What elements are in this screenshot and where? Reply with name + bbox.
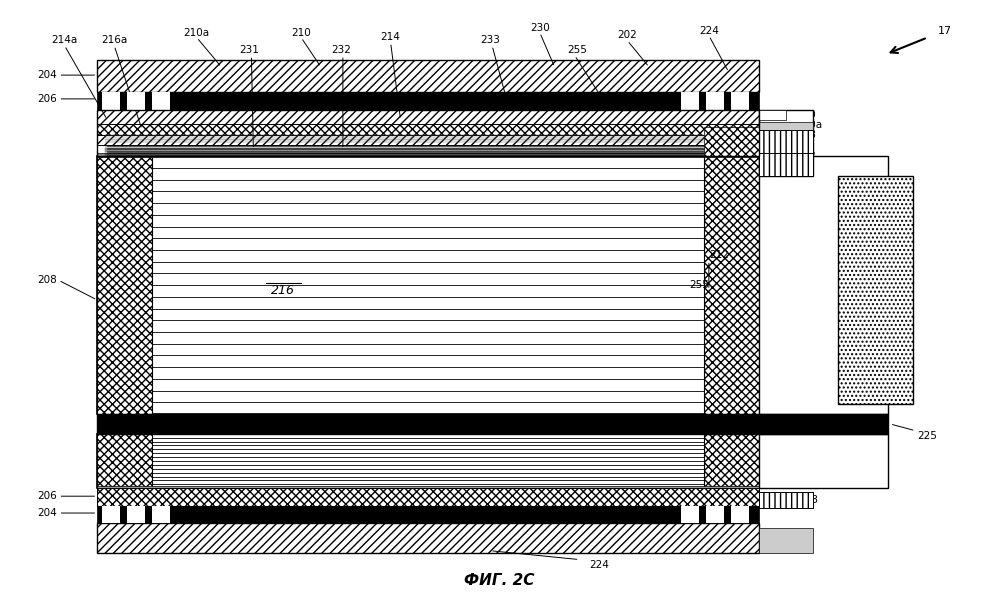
Bar <box>127 506 145 523</box>
Text: 216: 216 <box>272 283 296 297</box>
Bar <box>730 506 748 523</box>
Text: 231: 231 <box>240 45 260 55</box>
Bar <box>704 127 758 156</box>
Bar <box>97 110 758 124</box>
Bar <box>758 492 813 508</box>
Text: 218: 218 <box>798 495 818 505</box>
Bar <box>97 124 758 134</box>
Text: 232: 232 <box>331 45 351 55</box>
Text: 204: 204 <box>38 70 58 80</box>
Text: 220: 220 <box>796 110 816 120</box>
Bar <box>97 156 758 414</box>
Bar <box>152 506 170 523</box>
Text: 208: 208 <box>38 275 58 285</box>
Text: 214: 214 <box>381 33 401 42</box>
Text: 224: 224 <box>589 560 609 570</box>
Text: 233: 233 <box>481 36 500 45</box>
Text: 216a: 216a <box>101 36 127 45</box>
Text: ФИГ. 2C: ФИГ. 2C <box>464 573 534 588</box>
Bar <box>97 110 758 124</box>
Bar <box>97 434 758 488</box>
Bar <box>97 110 758 156</box>
Bar <box>97 110 758 124</box>
Bar <box>97 523 758 553</box>
Bar <box>730 92 748 110</box>
Bar <box>758 110 786 119</box>
Text: 225: 225 <box>918 431 937 441</box>
Text: 255: 255 <box>689 280 709 290</box>
Text: 206: 206 <box>38 491 58 501</box>
Bar <box>97 92 758 110</box>
Bar <box>758 528 813 553</box>
Bar <box>758 156 888 414</box>
Bar <box>102 506 120 523</box>
Bar <box>681 506 699 523</box>
Text: 212: 212 <box>709 250 728 260</box>
Bar <box>758 153 813 176</box>
Bar <box>97 434 152 488</box>
Text: 222: 222 <box>796 151 816 162</box>
Bar <box>758 122 813 130</box>
Text: 230: 230 <box>529 22 549 33</box>
Text: 202: 202 <box>617 31 637 40</box>
Bar <box>681 92 699 110</box>
Text: 206: 206 <box>38 94 58 104</box>
Bar <box>706 506 723 523</box>
Bar <box>97 488 758 506</box>
Text: 214a: 214a <box>51 36 78 45</box>
Text: 255: 255 <box>728 127 748 137</box>
Bar <box>706 92 723 110</box>
Bar <box>704 434 758 488</box>
Text: 210a: 210a <box>184 28 210 37</box>
Bar <box>97 486 758 506</box>
Bar <box>97 506 758 523</box>
Bar <box>127 92 145 110</box>
Bar <box>838 176 913 404</box>
Text: 224: 224 <box>699 25 718 36</box>
Text: 17: 17 <box>937 25 952 36</box>
Bar <box>152 92 170 110</box>
Text: 255: 255 <box>567 45 587 55</box>
Bar <box>97 153 758 157</box>
Bar <box>704 156 758 414</box>
Bar <box>758 110 813 176</box>
Bar <box>97 60 758 92</box>
Bar <box>758 434 888 488</box>
Text: 220a: 220a <box>796 119 822 130</box>
Bar <box>97 156 152 414</box>
Text: 226: 226 <box>843 159 863 169</box>
Text: 218: 218 <box>796 130 816 139</box>
Bar <box>97 414 888 434</box>
Bar <box>758 130 813 153</box>
Text: 210: 210 <box>292 28 311 37</box>
Bar <box>102 92 120 110</box>
Bar <box>97 134 758 145</box>
Text: 204: 204 <box>38 508 58 518</box>
